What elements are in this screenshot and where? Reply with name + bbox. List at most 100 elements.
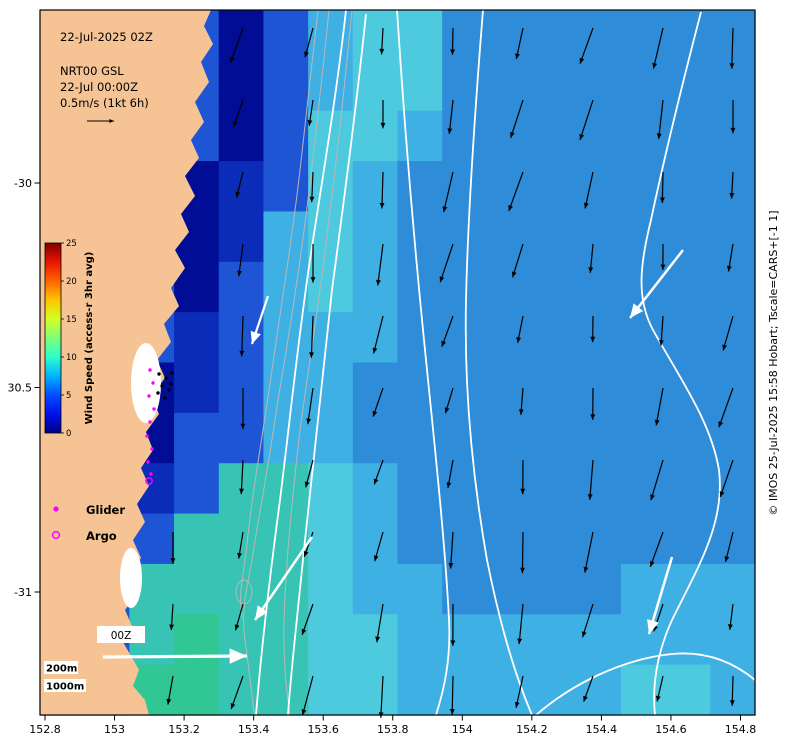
argo-marker-icon	[51, 530, 61, 540]
wind-scale-arrow	[87, 119, 114, 123]
wind-vector-shaft	[731, 27, 734, 69]
wind-speed-cell	[576, 110, 622, 162]
observation-dot	[160, 384, 164, 388]
current-vector-head	[250, 330, 261, 344]
glider-position-dot	[148, 420, 152, 424]
wind-vector-head	[508, 205, 513, 211]
wind-speed-cell	[442, 110, 488, 162]
wind-speed-cell	[531, 60, 577, 112]
wind-speed-cell	[263, 261, 309, 313]
wind-speed-cell	[442, 563, 488, 615]
wind-speed-cell	[308, 211, 354, 263]
wind-speed-cell	[352, 362, 399, 414]
wind-vector-shaft	[589, 459, 594, 500]
wind-vector-shaft	[380, 675, 384, 718]
wind-vector-shaft	[510, 99, 524, 139]
wind-speed-cell	[710, 362, 756, 414]
wind-vector-head	[581, 631, 587, 638]
bathymetry-contour	[283, 9, 353, 716]
wind-speed-cell	[486, 463, 533, 515]
wind-speed-cell	[486, 10, 533, 61]
wind-speed-cell	[620, 362, 667, 414]
wind-speed-cell	[174, 563, 220, 615]
wind-vector-head	[656, 133, 662, 140]
x-tick-label: 153.2	[168, 723, 200, 736]
wind-vector-head	[239, 488, 244, 495]
wind-vector-head	[301, 709, 307, 716]
wind-speed-cell	[710, 211, 756, 263]
wind-vector-shaft	[230, 675, 244, 710]
wind-vector-head	[380, 122, 386, 129]
wind-speed-cell	[308, 614, 354, 666]
wind-speed-cell	[531, 463, 577, 515]
wind-vector-head	[237, 270, 242, 277]
wind-vector-shaft	[230, 27, 244, 63]
wind-vector-head	[309, 196, 315, 203]
wind-vector-shaft	[652, 27, 664, 69]
wind-speed-cell	[576, 614, 622, 666]
wind-speed-cell	[531, 513, 577, 565]
depth-1000-label: 1000m	[46, 682, 84, 693]
wind-speed-cell	[308, 312, 354, 364]
wind-vector-shaft	[451, 675, 454, 715]
wind-vector-shaft	[649, 531, 664, 568]
wind-speed-cell	[397, 161, 443, 213]
argo-position-circle	[145, 477, 153, 485]
wind-speed-cell	[665, 211, 711, 263]
y-tick-label: 30.5	[8, 382, 33, 395]
wind-speed-cell	[174, 412, 220, 464]
wind-vector-head	[230, 56, 235, 63]
wind-speed-cell	[352, 10, 399, 61]
wind-speed-cell	[620, 10, 667, 61]
wind-speed-cell	[397, 362, 443, 414]
wind-speed-cell	[665, 664, 711, 716]
glider-position-dot	[145, 434, 149, 438]
wind-vector-head	[660, 197, 665, 204]
wind-vector-head	[375, 636, 381, 643]
colorbar-tick-label: 20	[66, 277, 77, 287]
wind-vector-head	[520, 488, 526, 495]
observation-layer	[145, 368, 174, 485]
wind-vector-head	[588, 267, 594, 273]
wind-speed-cell	[531, 161, 577, 213]
wind-speed-cell	[486, 614, 533, 666]
wind-vector-head	[587, 494, 593, 500]
wind-speed-cell	[397, 10, 443, 61]
wind-vector-head	[514, 701, 520, 708]
wind-speed-cell	[442, 60, 488, 112]
x-tick-label: 153.4	[238, 723, 270, 736]
wind-vector-shaft	[518, 603, 524, 645]
wind-vector-head	[650, 494, 655, 501]
wind-speed-cell	[486, 513, 533, 565]
x-tick-label: 154.8	[725, 723, 757, 736]
wind-vector-head	[170, 558, 176, 564]
wind-vector-head	[649, 561, 655, 567]
wind-speed-cell	[397, 664, 443, 716]
wind-vector-shaft	[650, 459, 664, 501]
colorbar-tick-label: 0	[66, 429, 71, 439]
wind-speed-cell	[665, 161, 711, 213]
glider-position-dot	[151, 381, 155, 385]
wind-vector-shaft	[373, 315, 384, 354]
wind-vector-head	[520, 567, 525, 574]
colorbar-tick-label: 15	[66, 315, 77, 325]
wind-speed-cell	[308, 60, 354, 112]
wind-speed-cell	[486, 664, 533, 716]
wind-speed-cell	[397, 463, 443, 515]
wind-vector-head	[722, 344, 727, 351]
wind-speed-cell	[442, 463, 488, 515]
wind-vector-head	[237, 552, 242, 559]
wind-vector-head	[373, 555, 379, 562]
wind-speed-cell	[531, 412, 577, 464]
wind-speed-cell	[352, 563, 399, 615]
wind-speed-cell	[218, 10, 265, 61]
wind-vector-head	[511, 271, 517, 278]
current-vector-shaft	[102, 654, 248, 659]
wind-vector-shaft	[307, 387, 314, 425]
wind-speed-cell	[486, 312, 533, 364]
wind-speed-cell	[576, 161, 622, 213]
wind-vector-head	[448, 562, 454, 569]
wind-vector-shaft	[508, 171, 524, 212]
wind-vector-head	[655, 695, 661, 702]
